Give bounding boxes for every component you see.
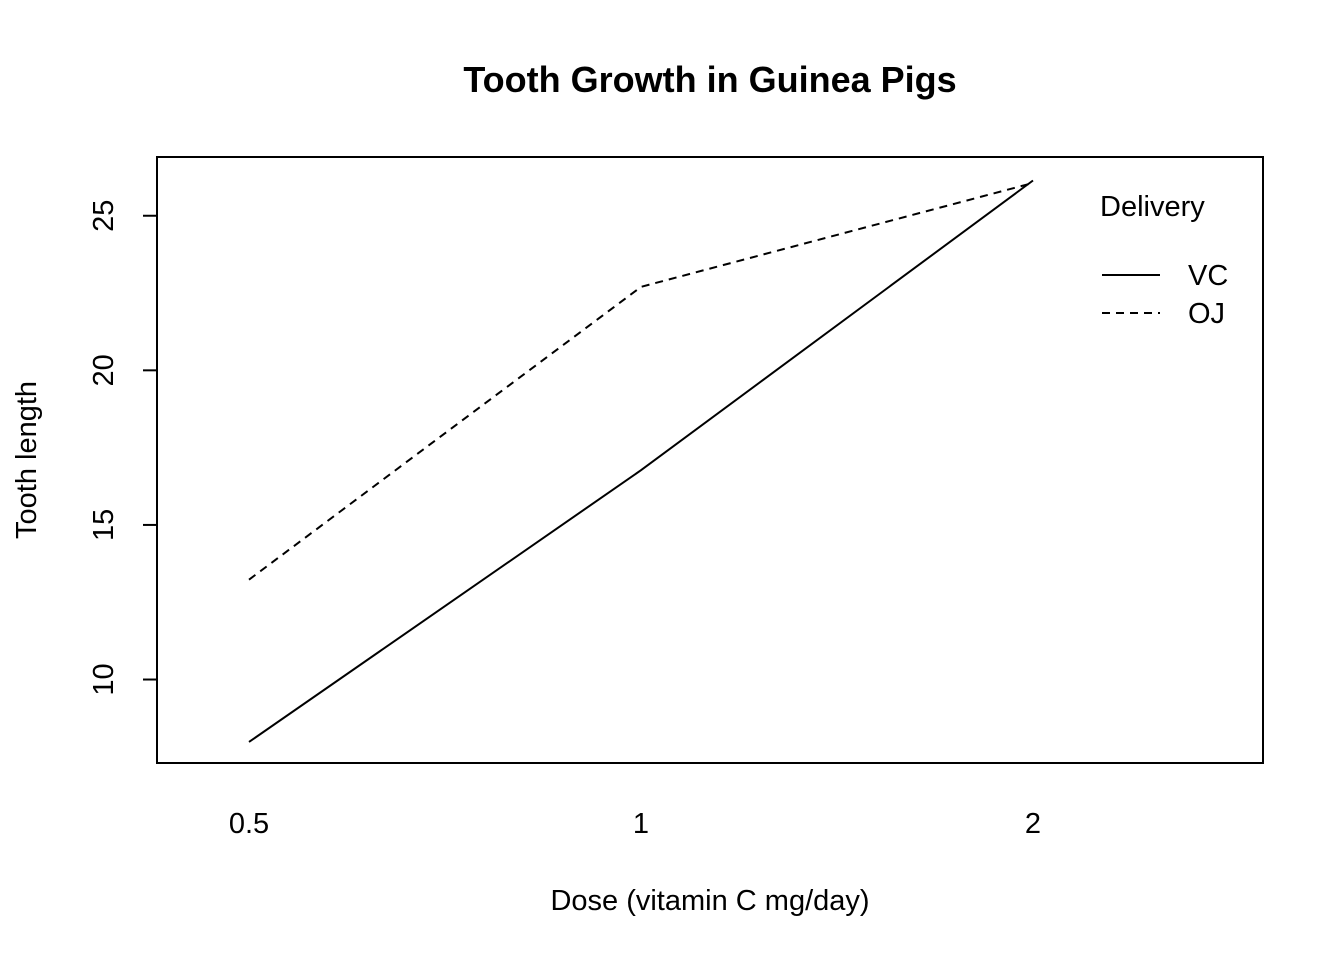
x-tick-label: 0.5: [229, 808, 269, 840]
chart-title: Tooth Growth in Guinea Pigs: [463, 59, 956, 100]
series-line-oj: [248, 182, 1034, 581]
series-layer: [248, 179, 1034, 743]
y-axis-label: Tooth length: [11, 381, 43, 539]
y-tick-label: 15: [88, 509, 120, 541]
x-tick-label: 2: [1025, 808, 1041, 840]
x-tick-label: 1: [633, 808, 649, 840]
legend-label-vc: VC: [1188, 260, 1228, 292]
x-axis: 0.5 1 2: [229, 808, 1041, 840]
plot-frame: [156, 156, 1264, 764]
y-axis: 10 15 20 25: [88, 200, 157, 696]
legend: Delivery VC OJ: [1100, 191, 1228, 330]
y-tick-label: 25: [88, 200, 120, 232]
y-tick-label: 10: [88, 663, 120, 695]
series-line-vc: [248, 179, 1034, 743]
y-tick-label: 20: [88, 354, 120, 386]
x-axis-label: Dose (vitamin C mg/day): [550, 885, 869, 917]
legend-title: Delivery: [1100, 191, 1205, 223]
legend-label-oj: OJ: [1188, 298, 1225, 330]
